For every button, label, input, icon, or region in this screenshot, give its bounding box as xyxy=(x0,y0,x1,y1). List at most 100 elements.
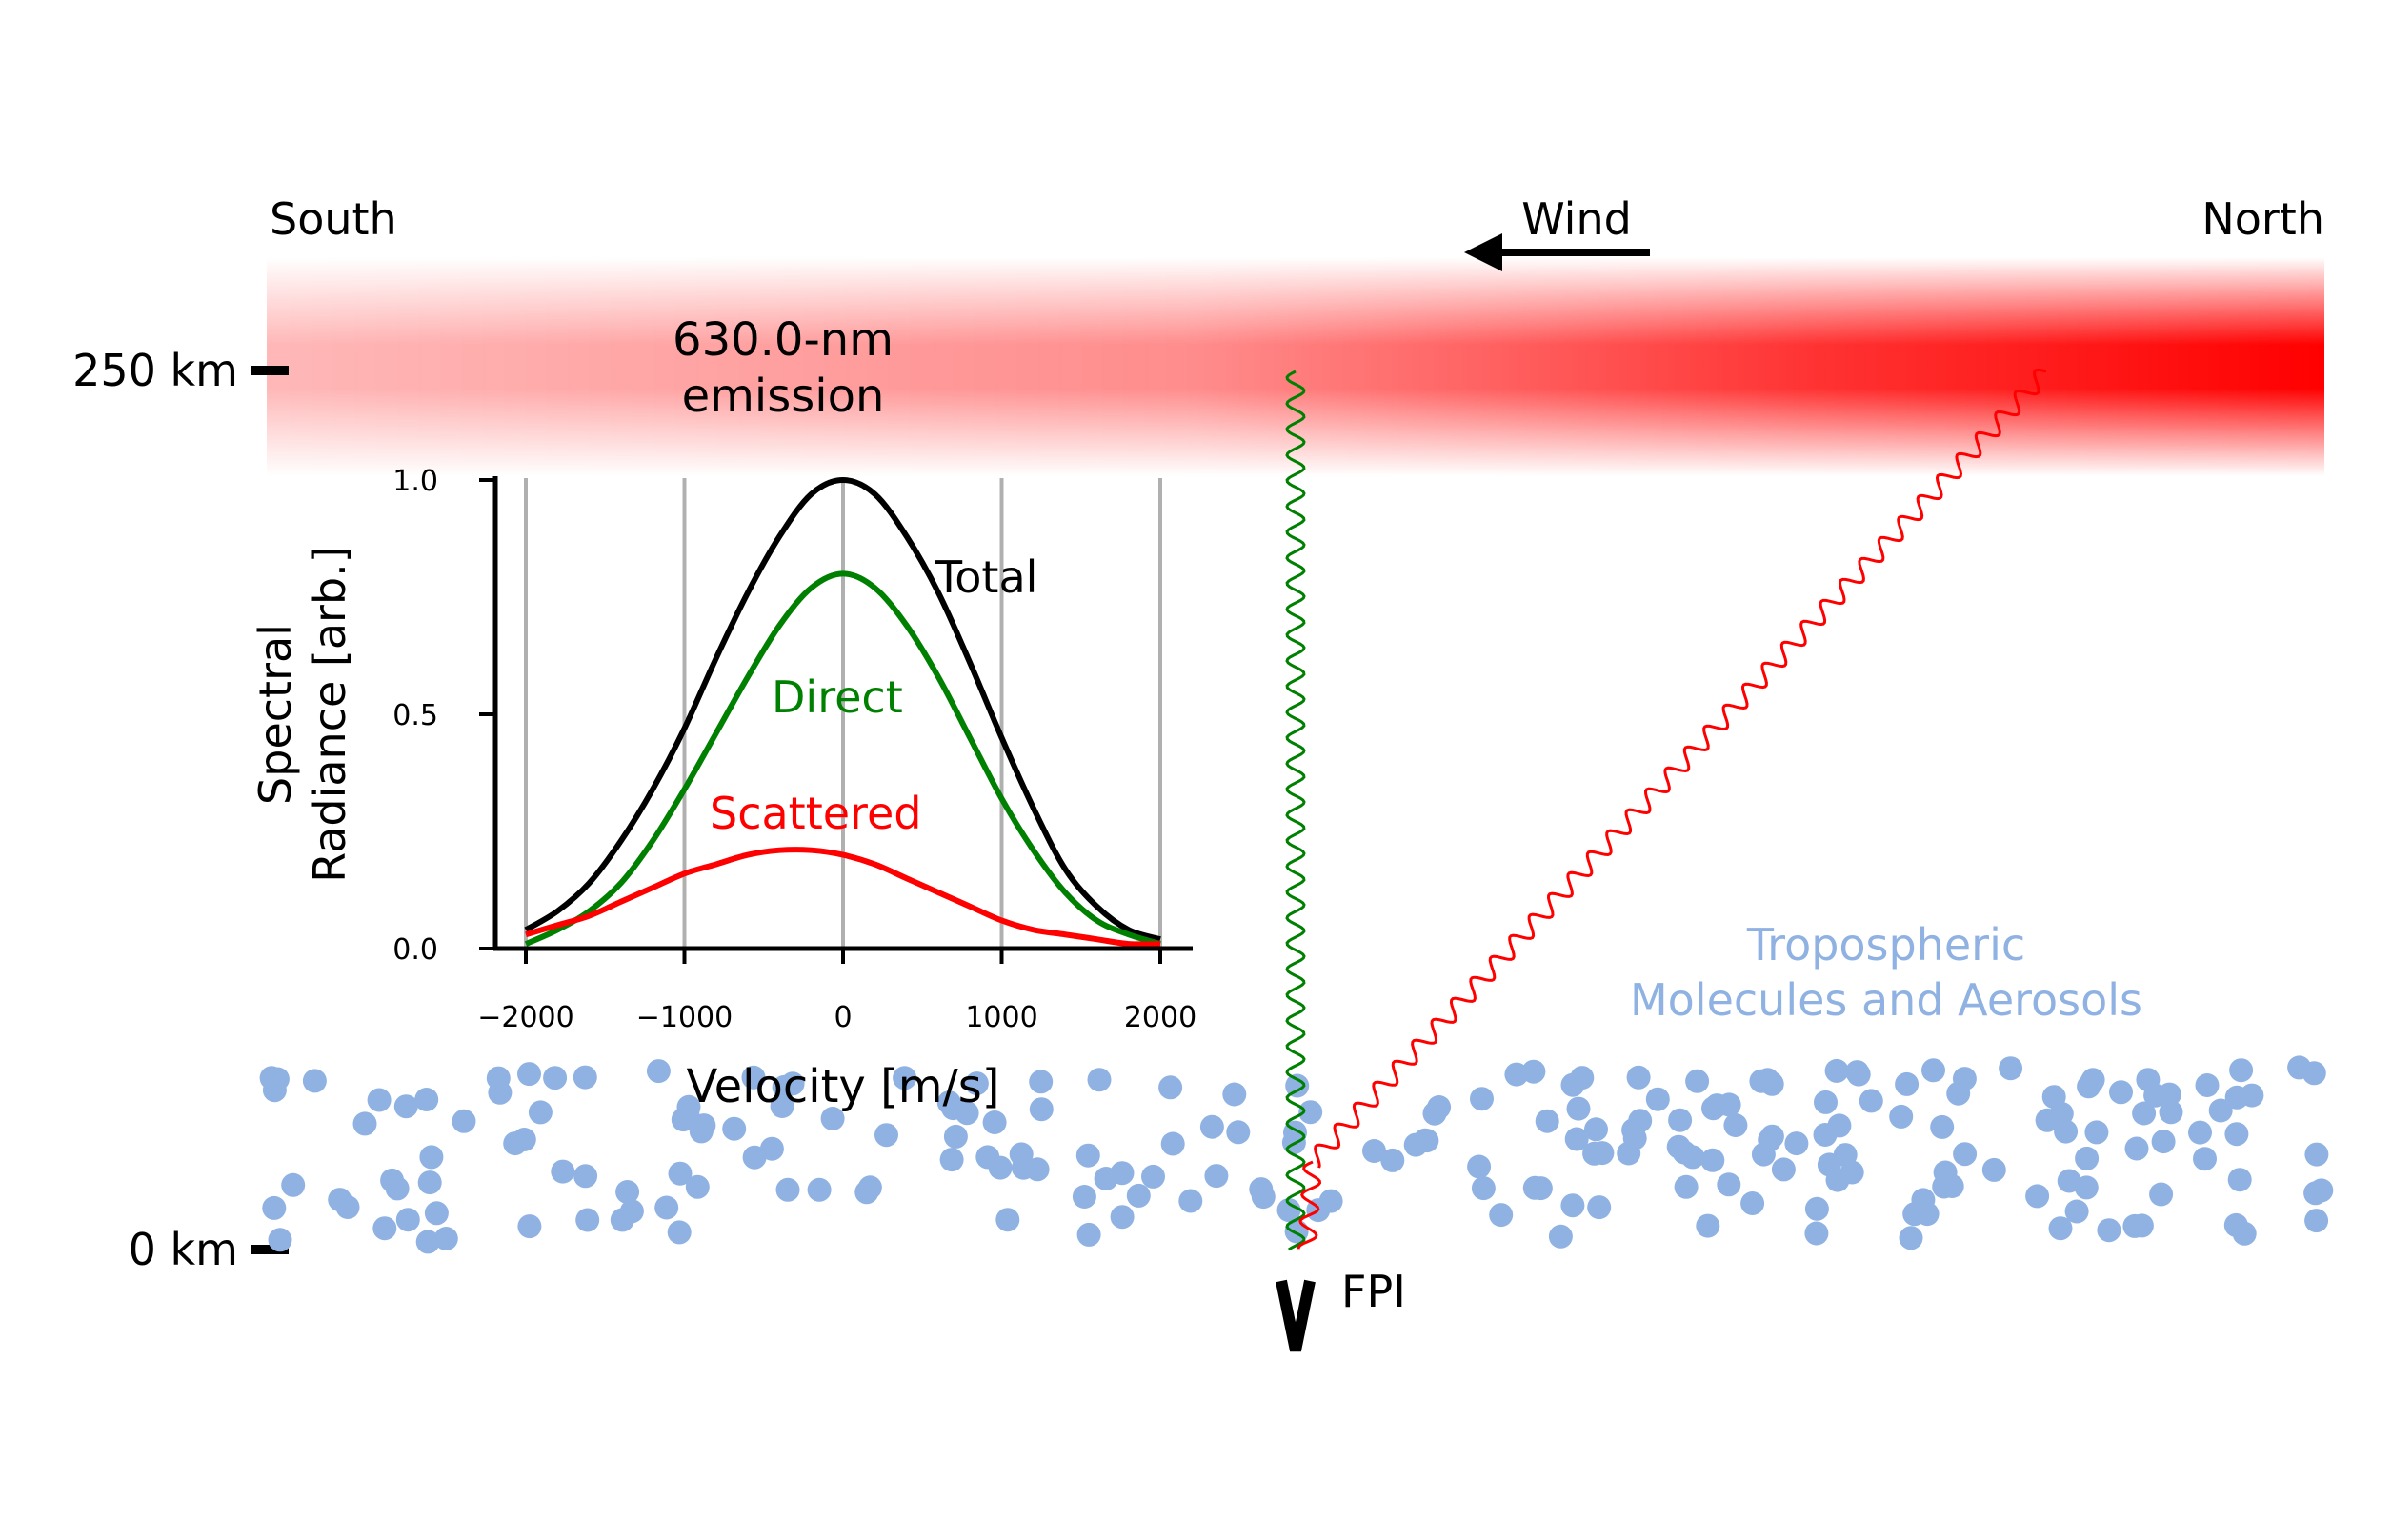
particle-dot xyxy=(1298,1100,1323,1125)
particle-dot xyxy=(1700,1148,1725,1172)
particle-dot xyxy=(1427,1095,1452,1119)
particle-dot xyxy=(1521,1059,1546,1084)
particle-dot xyxy=(1674,1174,1699,1199)
particle-dot xyxy=(2195,1073,2220,1097)
particle-dot xyxy=(1740,1191,1765,1215)
emission-layer xyxy=(267,257,2324,476)
particle-dot xyxy=(939,1148,964,1172)
particle-dot xyxy=(722,1116,747,1141)
particle-dot xyxy=(2084,1120,2109,1145)
particle-dot xyxy=(367,1088,392,1112)
particle-dot xyxy=(419,1145,444,1170)
particle-dot xyxy=(2109,1080,2133,1105)
particle-dot xyxy=(668,1161,693,1186)
particle-dot xyxy=(1566,1096,1591,1121)
particle-dot xyxy=(385,1176,410,1201)
particle-dot xyxy=(1072,1185,1096,1209)
particle-dot xyxy=(943,1124,968,1149)
scattered-ray-lower xyxy=(1297,1160,1322,1250)
particle-dot xyxy=(1723,1113,1748,1137)
particle-dot xyxy=(1899,1226,1923,1250)
series-line-scattered xyxy=(525,847,1161,948)
particle-dot xyxy=(2054,1119,2079,1144)
particle-dot xyxy=(1222,1082,1247,1107)
particle-dot xyxy=(528,1100,553,1125)
particle-dot xyxy=(1403,1132,1428,1157)
particle-dot xyxy=(1889,1104,1914,1129)
particle-dot xyxy=(1946,1081,1971,1106)
particle-dot xyxy=(1029,1097,1054,1122)
particle-dot xyxy=(2077,1074,2101,1099)
particle-dot xyxy=(2048,1216,2073,1241)
particle-dot xyxy=(1584,1117,1608,1142)
particle-dot xyxy=(874,1123,898,1148)
particle-dot xyxy=(1680,1145,1705,1170)
particle-dot xyxy=(2064,1199,2089,1224)
particle-dot xyxy=(1470,1087,1494,1111)
chart-x-tick-label-4: 2000 xyxy=(1124,1001,1196,1034)
particle-dot xyxy=(1824,1058,1849,1083)
particle-dot xyxy=(393,1094,418,1119)
particle-dot xyxy=(1160,1131,1185,1156)
particle-dot xyxy=(1617,1141,1641,1166)
particle-dot xyxy=(1087,1068,1112,1092)
chart-x-tick-label-2: 0 xyxy=(834,1001,852,1034)
particle-dot xyxy=(415,1230,440,1254)
particle-dot xyxy=(2057,1169,2081,1193)
particle-dot xyxy=(1930,1114,1955,1139)
chart-ylabel-line2: Radiance [arb.] xyxy=(304,546,355,883)
particle-dot xyxy=(281,1172,306,1197)
particle-dot xyxy=(1859,1089,1883,1113)
particle-dot xyxy=(1839,1160,1864,1185)
particle-dot xyxy=(1564,1127,1589,1151)
particle-dot xyxy=(1560,1072,1585,1097)
chart-x-tick-label-1: −1000 xyxy=(636,1001,733,1034)
particle-dot xyxy=(2224,1122,2249,1147)
particle-dot xyxy=(1628,1109,1653,1133)
particle-dot xyxy=(893,1066,917,1090)
particle-dot xyxy=(964,1071,989,1096)
chart-ticks: −2000 −1000 0 1000 2000 0.0 0.5 1.0 xyxy=(392,465,1196,1034)
series-label-total: Total xyxy=(935,551,1037,603)
particle-dot xyxy=(780,1071,805,1096)
tropospheric-label-line1: Tropospheric xyxy=(1746,919,2025,970)
particle-dot xyxy=(1226,1120,1251,1145)
particle-dot xyxy=(667,1220,692,1245)
particle-dot xyxy=(372,1216,397,1241)
particle-dot xyxy=(2149,1182,2174,1207)
particle-dot xyxy=(2208,1098,2233,1123)
particle-dot xyxy=(759,1136,784,1161)
particle-dot xyxy=(1704,1093,1729,1118)
particle-dot xyxy=(1535,1109,1559,1133)
chart-grid xyxy=(524,478,1162,949)
particle-dot xyxy=(1756,1068,1780,1092)
altitude-250km-label: 250 km xyxy=(72,345,238,396)
particle-dot xyxy=(2124,1136,2149,1161)
particle-dot xyxy=(2132,1101,2157,1126)
particle-dot xyxy=(619,1199,644,1224)
particle-dot xyxy=(1075,1143,1100,1168)
particle-dot xyxy=(1489,1203,1514,1228)
particle-dot xyxy=(1717,1172,1741,1197)
particle-dot xyxy=(1009,1142,1034,1167)
particle-dot xyxy=(1953,1142,1978,1167)
particle-dot xyxy=(1548,1224,1573,1249)
particle-dot xyxy=(1999,1056,2023,1081)
chart-series xyxy=(524,476,1161,948)
particle-dot xyxy=(2097,1218,2121,1243)
emission-label-line2: emission xyxy=(682,370,885,423)
particle-dot xyxy=(1110,1205,1135,1230)
particle-dot xyxy=(2159,1100,2183,1125)
particle-dot xyxy=(820,1107,845,1130)
particle-dot xyxy=(1845,1060,1870,1085)
fpi-instrument-icon xyxy=(1276,1279,1316,1352)
particle-dot xyxy=(807,1177,832,1202)
particle-dot xyxy=(433,1227,458,1250)
particle-dot xyxy=(352,1111,377,1136)
particle-dot xyxy=(543,1066,568,1090)
particle-dot xyxy=(941,1096,966,1121)
particle-dot xyxy=(417,1170,442,1195)
particle-dot xyxy=(982,1110,1007,1134)
